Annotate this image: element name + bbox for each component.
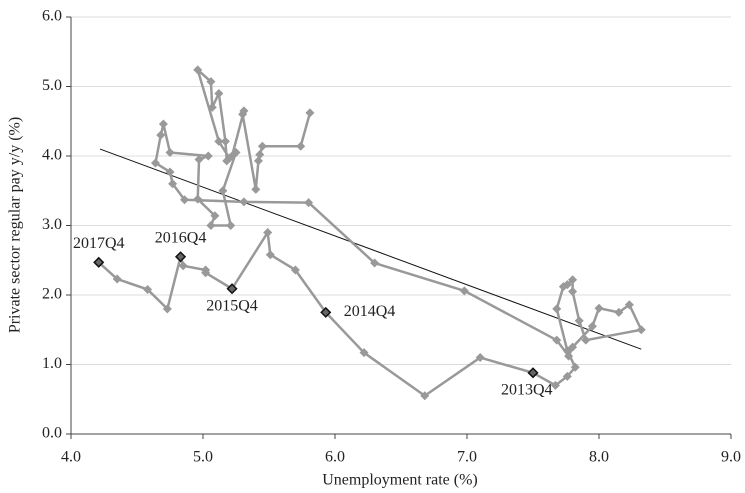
marker [112, 274, 122, 284]
marker [305, 108, 315, 118]
marker [636, 325, 646, 335]
marker [206, 221, 216, 230]
trend-line [99, 148, 642, 350]
marker [220, 136, 230, 146]
marker [359, 348, 369, 358]
marker [193, 194, 203, 204]
marker [290, 265, 300, 275]
marker [568, 287, 578, 297]
marker [257, 141, 267, 151]
highlight-marker [226, 283, 238, 295]
marker [614, 307, 624, 317]
marker [210, 211, 220, 221]
marker [253, 156, 263, 166]
marker [562, 346, 572, 356]
marker [550, 380, 560, 390]
marker [207, 102, 217, 112]
marker [162, 304, 172, 314]
marker [263, 227, 273, 237]
highlight-marker [527, 367, 539, 379]
marker [180, 195, 190, 205]
marker [168, 179, 178, 189]
marker [624, 300, 634, 310]
marker [251, 184, 261, 194]
marker [587, 321, 597, 331]
y-tick-label: 3.0 [42, 216, 62, 233]
x-axis-label: Unemployment rate (%) [322, 472, 478, 489]
marker [201, 265, 211, 275]
marker [156, 130, 166, 140]
marker [158, 119, 168, 129]
marker [552, 304, 562, 314]
marker [570, 362, 580, 372]
marker [296, 141, 306, 151]
marker [475, 353, 485, 363]
highlight-label: 2015Q4 [206, 297, 258, 314]
marker [143, 284, 153, 294]
marker [594, 303, 604, 313]
marker [203, 151, 213, 161]
marker [459, 286, 469, 296]
highlight-marker [174, 251, 187, 263]
marker [574, 316, 584, 326]
y-tick-label: 1.0 [42, 355, 62, 372]
x-tick-label: 6.0 [325, 449, 345, 466]
x-tick-label: 8.0 [589, 449, 609, 466]
x-tick-label: 5.0 [193, 449, 213, 466]
marker [370, 258, 380, 268]
highlight-marker [320, 306, 332, 318]
y-axis-label: Private sector regular pay y/y (%) [7, 117, 24, 333]
highlight-label: 2013Q4 [501, 382, 553, 399]
marker [214, 136, 224, 146]
marker [165, 167, 175, 177]
marker [562, 371, 572, 381]
marker [581, 335, 591, 345]
marker [150, 158, 160, 168]
marker [218, 186, 228, 196]
marker [304, 198, 314, 208]
y-tick-label: 4.0 [42, 147, 62, 164]
marker [214, 88, 224, 98]
highlight-label: 2017Q4 [73, 235, 125, 252]
marker [420, 391, 430, 401]
marker [178, 261, 188, 271]
y-tick-label: 0.0 [42, 425, 62, 442]
marker [239, 106, 249, 116]
highlight-label: 2014Q4 [344, 303, 396, 320]
marker [206, 77, 216, 87]
marker [231, 148, 241, 158]
highlight-label: 2016Q4 [155, 229, 207, 246]
marker [193, 65, 203, 75]
highlight-marker [93, 256, 105, 268]
marker [226, 221, 236, 230]
x-tick-label: 7.0 [457, 449, 477, 466]
marker [552, 335, 562, 345]
marker [265, 250, 275, 260]
marker [165, 148, 175, 158]
y-tick-label: 6.0 [42, 8, 62, 25]
marker [194, 154, 204, 164]
marker [239, 197, 249, 207]
marker [224, 153, 234, 163]
y-tick-label: 2.0 [42, 286, 62, 303]
marker [255, 150, 265, 160]
y-tick-label: 5.0 [42, 77, 62, 94]
marker [558, 282, 568, 292]
x-tick-label: 4.0 [61, 449, 81, 466]
x-tick-label: 9.0 [721, 449, 741, 466]
marker [568, 275, 578, 285]
